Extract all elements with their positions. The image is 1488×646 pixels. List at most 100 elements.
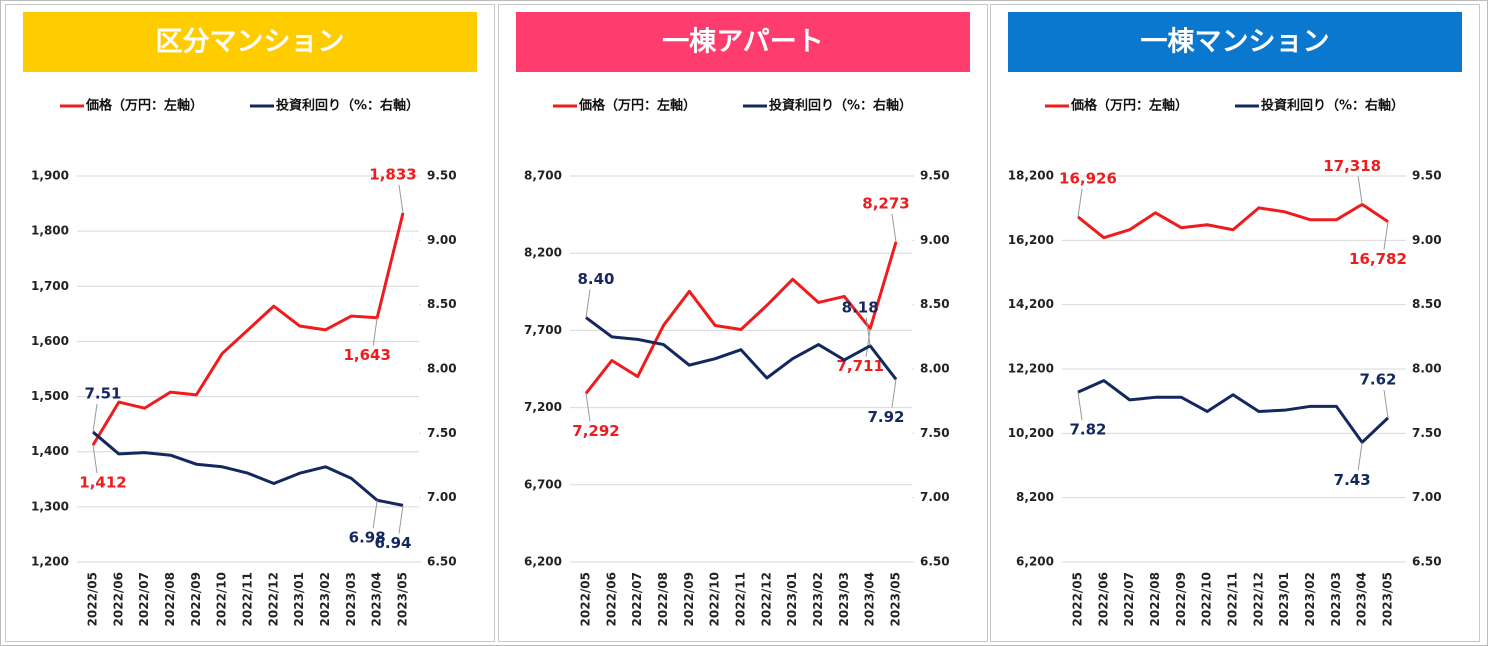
chart-panel: 一棟アパート 6,200 6,700 7,200 7,700 8,200 8,700 6.50…	[498, 4, 988, 642]
y2-tick-label: 8.50	[1412, 297, 1442, 311]
data-label: 8,273	[862, 194, 909, 212]
chart-panel: 区分マンション 1,200 1,300 1,400 1,500 1,600 1,700 1,8…	[5, 4, 495, 642]
x-tick-label: 2022/07	[1122, 572, 1136, 626]
data-label: 7,292	[572, 422, 619, 440]
x-tick-label: 2022/09	[189, 572, 203, 626]
y-tick-label: 10,200	[1008, 426, 1054, 440]
x-tick-label: 2022/11	[734, 572, 748, 626]
header-banner	[516, 12, 970, 72]
panel-border	[498, 4, 988, 642]
y-tick-label: 18,200	[1008, 169, 1054, 183]
y-tick-label: 12,200	[1008, 362, 1054, 376]
data-label: 7,711	[836, 357, 883, 375]
y2-tick-label: 7.50	[427, 426, 457, 440]
y-tick-label: 16,200	[1008, 233, 1054, 247]
leader-line	[1077, 188, 1083, 218]
data-label: 16,926	[1059, 169, 1117, 187]
x-tick-label: 2022/10	[215, 572, 229, 626]
x-tick-label: 2023/04	[863, 572, 877, 626]
y-tick-label: 1,200	[31, 555, 69, 569]
leader-line	[1077, 392, 1083, 421]
x-tick-label: 2023/03	[837, 572, 851, 626]
x-tick-label: 2023/04	[1355, 572, 1369, 626]
leader-line	[585, 289, 591, 318]
x-tick-label: 2023/05	[889, 572, 903, 626]
y2-tick-label: 9.50	[920, 169, 950, 183]
panel-border	[5, 4, 495, 642]
y2-tick-label: 8.50	[427, 297, 457, 311]
leader-line	[1383, 221, 1389, 250]
chart-panel: 一棟マンション 6,200 8,200 10,200 12,200 14,200 16,20…	[990, 4, 1480, 642]
leader-line	[1357, 442, 1363, 471]
y-tick-label: 8,200	[1016, 490, 1054, 504]
x-tick-label: 2023/02	[318, 572, 332, 626]
x-tick-label: 2023/03	[1329, 572, 1343, 626]
leader-line	[891, 379, 897, 408]
x-tick-label: 2023/01	[1277, 572, 1291, 626]
y-tick-label: 14,200	[1008, 297, 1054, 311]
y2-tick-label: 8.00	[1412, 362, 1442, 376]
x-tick-label: 2023/01	[292, 572, 306, 626]
panel-border	[990, 4, 1480, 642]
data-label: 6.94	[374, 534, 411, 552]
data-label: 7.43	[1334, 471, 1371, 489]
leader-line	[398, 184, 404, 214]
x-tick-label: 2022/11	[1226, 572, 1240, 626]
y2-tick-label: 6.50	[1412, 555, 1442, 569]
series-line	[1077, 379, 1390, 444]
leader-line	[1383, 389, 1389, 418]
legend-label: 価格（万円：左軸）	[578, 98, 696, 114]
x-tick-label: 2022/08	[656, 572, 670, 626]
leader-line	[865, 328, 871, 357]
data-label: 8.40	[577, 270, 614, 288]
header-banner	[1008, 12, 1462, 72]
data-label: 7.82	[1069, 421, 1106, 439]
legend-label: 価格（万円：左軸）	[85, 98, 203, 114]
y-tick-label: 1,500	[31, 389, 69, 403]
y2-tick-label: 7.00	[1412, 490, 1442, 504]
y2-tick-label: 9.00	[920, 233, 950, 247]
y-tick-label: 8,700	[524, 169, 562, 183]
x-tick-label: 2022/06	[604, 572, 618, 626]
x-tick-label: 2023/02	[811, 572, 825, 626]
y2-tick-label: 9.50	[427, 169, 457, 183]
x-tick-label: 2022/05	[1071, 572, 1085, 626]
leader-line	[891, 213, 897, 242]
y-tick-label: 1,700	[31, 279, 69, 293]
data-label: 7.92	[867, 408, 904, 426]
leader-line	[92, 403, 98, 433]
data-label: 6.98	[349, 529, 386, 547]
x-tick-label: 2022/08	[163, 572, 177, 626]
y-tick-label: 6,200	[524, 555, 562, 569]
y-tick-label: 6,700	[524, 477, 562, 491]
leader-line	[92, 445, 98, 474]
y2-tick-label: 8.00	[427, 362, 457, 376]
y2-tick-label: 9.00	[1412, 233, 1442, 247]
leader-line	[398, 505, 404, 534]
y2-tick-label: 9.50	[1412, 169, 1442, 183]
data-label: 1,833	[369, 165, 416, 183]
x-tick-label: 2022/06	[111, 572, 125, 626]
x-tick-label: 2022/12	[759, 572, 773, 626]
series-line	[91, 212, 405, 446]
y2-tick-label: 9.00	[427, 233, 457, 247]
header-banner	[23, 12, 477, 72]
data-label: 7.62	[1359, 370, 1396, 388]
series-line	[584, 241, 898, 395]
y2-tick-label: 7.00	[920, 490, 950, 504]
x-tick-label: 2022/07	[630, 572, 644, 626]
x-tick-label: 2023/01	[785, 572, 799, 626]
x-tick-label: 2022/10	[708, 572, 722, 626]
series-line	[92, 430, 404, 507]
data-label: 8.18	[842, 298, 879, 316]
y2-tick-label: 6.50	[427, 555, 457, 569]
x-tick-label: 2022/06	[1096, 572, 1110, 626]
x-tick-label: 2023/04	[370, 572, 384, 626]
legend-label: 投資利回り（%：右軸）	[1261, 98, 1404, 114]
x-tick-label: 2022/05	[579, 572, 593, 626]
y2-tick-label: 8.50	[920, 297, 950, 311]
x-tick-label: 2022/08	[1148, 572, 1162, 626]
series-line	[585, 316, 898, 381]
